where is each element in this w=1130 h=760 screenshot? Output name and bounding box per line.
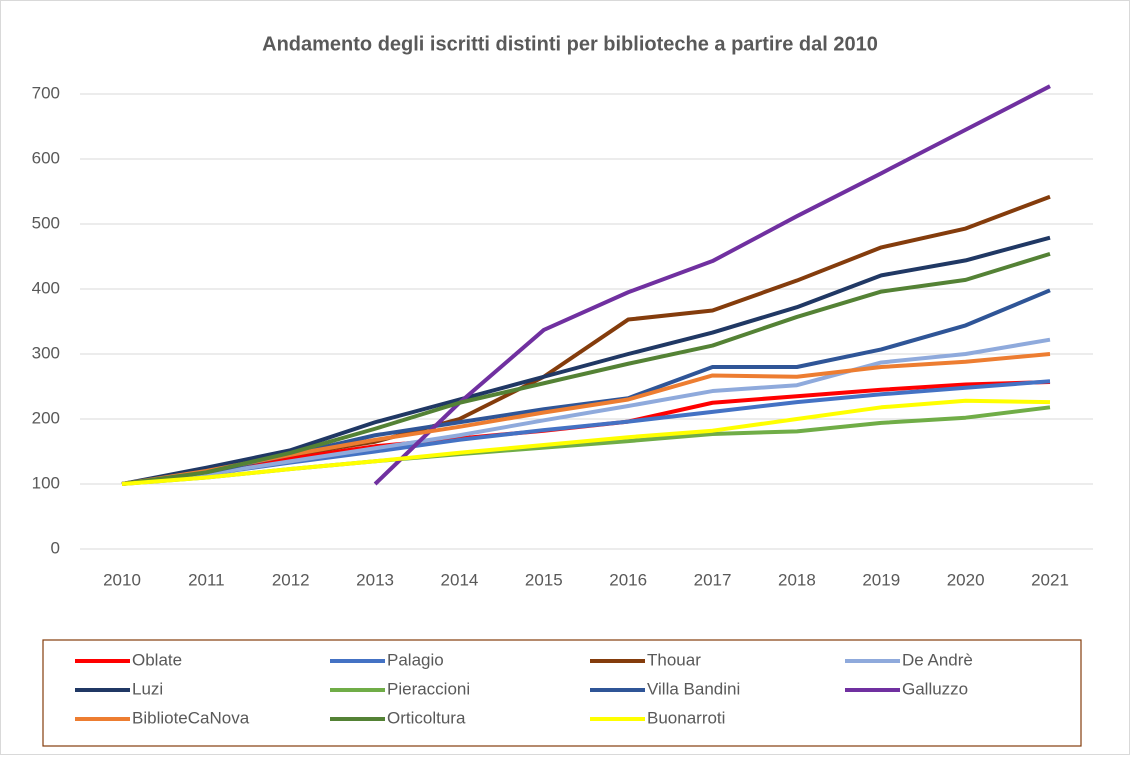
series-line bbox=[373, 84, 1051, 486]
legend-label: Pieraccioni bbox=[387, 679, 470, 698]
y-tick-label: 0 bbox=[51, 538, 60, 557]
series-line bbox=[121, 235, 1051, 486]
y-tick-label: 600 bbox=[32, 148, 60, 167]
y-tick-label: 300 bbox=[32, 343, 60, 362]
x-tick-label: 2017 bbox=[694, 570, 732, 589]
series-line bbox=[121, 251, 1051, 486]
series-line bbox=[121, 337, 1051, 486]
y-tick-label: 100 bbox=[32, 473, 60, 492]
legend-label: Luzi bbox=[132, 679, 163, 698]
legend-label: Oblate bbox=[132, 650, 182, 669]
legend-label: De Andrè bbox=[902, 650, 973, 669]
x-tick-label: 2011 bbox=[188, 570, 225, 589]
x-tick-label: 2021 bbox=[1031, 570, 1069, 589]
y-tick-label: 500 bbox=[32, 213, 60, 232]
y-tick-label: 700 bbox=[32, 83, 60, 102]
legend-label: BiblioteCaNova bbox=[132, 708, 250, 727]
chart-title: Andamento degli iscritti distinti per bi… bbox=[262, 33, 878, 55]
legend-label: Palagio bbox=[387, 650, 444, 669]
x-tick-label: 2014 bbox=[441, 570, 479, 589]
legend-label: Villa Bandini bbox=[647, 679, 740, 698]
x-tick-label: 2015 bbox=[525, 570, 563, 589]
legend-label: Buonarroti bbox=[647, 708, 725, 727]
x-tick-label: 2018 bbox=[778, 570, 816, 589]
x-tick-label: 2020 bbox=[947, 570, 985, 589]
legend-label: Galluzzo bbox=[902, 679, 968, 698]
x-tick-label: 2013 bbox=[356, 570, 394, 589]
x-tick-label: 2016 bbox=[609, 570, 647, 589]
x-tick-label: 2019 bbox=[862, 570, 900, 589]
legend: Oblate Palagio Thouar De Andrè Luzi Pieraccio… bbox=[75, 650, 973, 727]
y-tick-label: 200 bbox=[32, 408, 60, 427]
plot bbox=[121, 84, 1051, 486]
grid: 0 100 200 300 400 500 600 700 2010 2011 2012 2013 20… bbox=[32, 83, 1093, 589]
legend-label: Orticoltura bbox=[387, 708, 466, 727]
legend-label: Thouar bbox=[647, 650, 701, 669]
x-tick-label: 2012 bbox=[272, 570, 310, 589]
legend-box bbox=[42, 639, 1082, 747]
y-tick-label: 400 bbox=[32, 278, 60, 297]
x-tick-label: 2010 bbox=[103, 570, 141, 589]
series-line bbox=[121, 398, 1051, 486]
